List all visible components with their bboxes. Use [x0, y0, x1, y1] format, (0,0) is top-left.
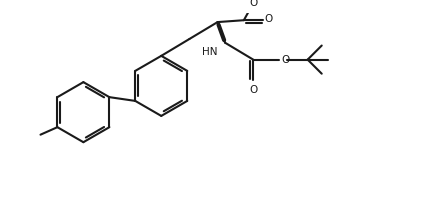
Text: HN: HN — [202, 47, 218, 57]
Text: O: O — [249, 0, 257, 8]
Text: O: O — [249, 85, 257, 95]
Text: O: O — [281, 55, 289, 65]
Text: O: O — [265, 14, 273, 24]
